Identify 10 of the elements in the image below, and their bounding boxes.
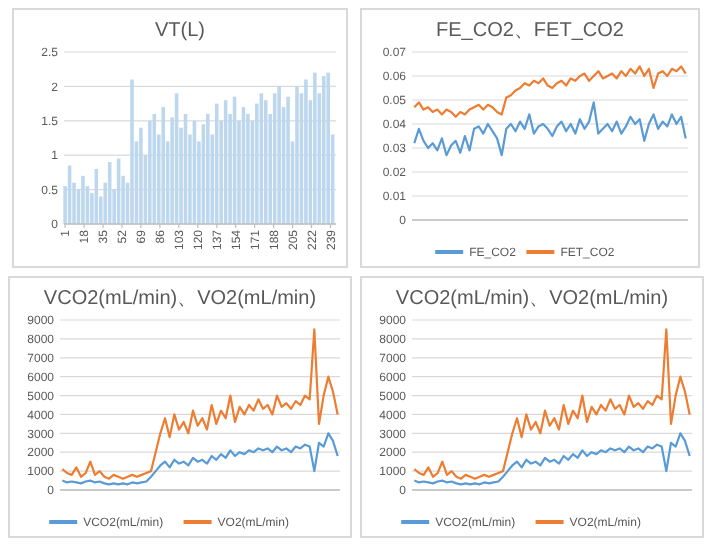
line-series [413,328,691,480]
chart-title: VCO2(mL/min)、VO2(mL/min) [395,288,669,310]
line-series [413,65,687,118]
line-series [61,328,339,480]
line-series [61,432,339,486]
line-series [413,101,687,157]
line-series [413,432,691,486]
chart-title: VT(L) [155,20,205,42]
chart-title: VCO2(mL/min)、VO2(mL/min) [43,288,317,310]
chart-title: FE_CO2、FET_CO2 [436,20,625,42]
